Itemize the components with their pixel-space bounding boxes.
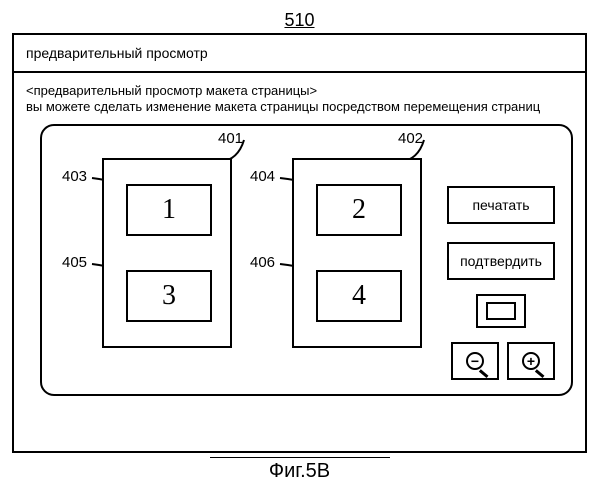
figure-ref-top: 510 — [10, 10, 589, 31]
callout-404: 404 — [250, 168, 275, 185]
figure-caption: Фиг.5B — [210, 457, 390, 483]
magnifier-minus-icon: − — [466, 352, 484, 370]
magnifier-plus-icon: + — [522, 352, 540, 370]
zoom-in-button[interactable]: + — [507, 342, 555, 380]
callout-406: 406 — [250, 254, 275, 271]
confirm-button[interactable]: подтвердить — [447, 242, 555, 280]
description: <предварительный просмотр макета страниц… — [14, 73, 585, 116]
page-cell-4[interactable]: 4 — [316, 270, 402, 322]
page-cell-3[interactable]: 3 — [126, 270, 212, 322]
page-sheet-2[interactable]: 2 4 — [292, 158, 422, 348]
print-button[interactable]: печатать — [447, 186, 555, 224]
page-cell-1[interactable]: 1 — [126, 184, 212, 236]
callout-405: 405 — [62, 254, 87, 271]
desc-line-1: <предварительный просмотр макета страниц… — [26, 83, 573, 99]
zoom-out-button[interactable]: − — [451, 342, 499, 380]
thumbnail-button[interactable] — [476, 294, 526, 328]
window-title: предварительный просмотр — [14, 35, 585, 73]
callout-402: 402 — [398, 130, 423, 147]
callout-401: 401 — [218, 130, 243, 147]
preview-window: предварительный просмотр <предварительны… — [12, 33, 587, 453]
desc-line-2: вы можете сделать изменение макета стран… — [26, 99, 573, 115]
preview-panel: 401 402 403 404 405 406 1 3 2 4 печатать… — [40, 124, 573, 396]
page-cell-2[interactable]: 2 — [316, 184, 402, 236]
callout-403: 403 — [62, 168, 87, 185]
page-sheet-1[interactable]: 1 3 — [102, 158, 232, 348]
thumbnail-icon — [486, 302, 516, 320]
